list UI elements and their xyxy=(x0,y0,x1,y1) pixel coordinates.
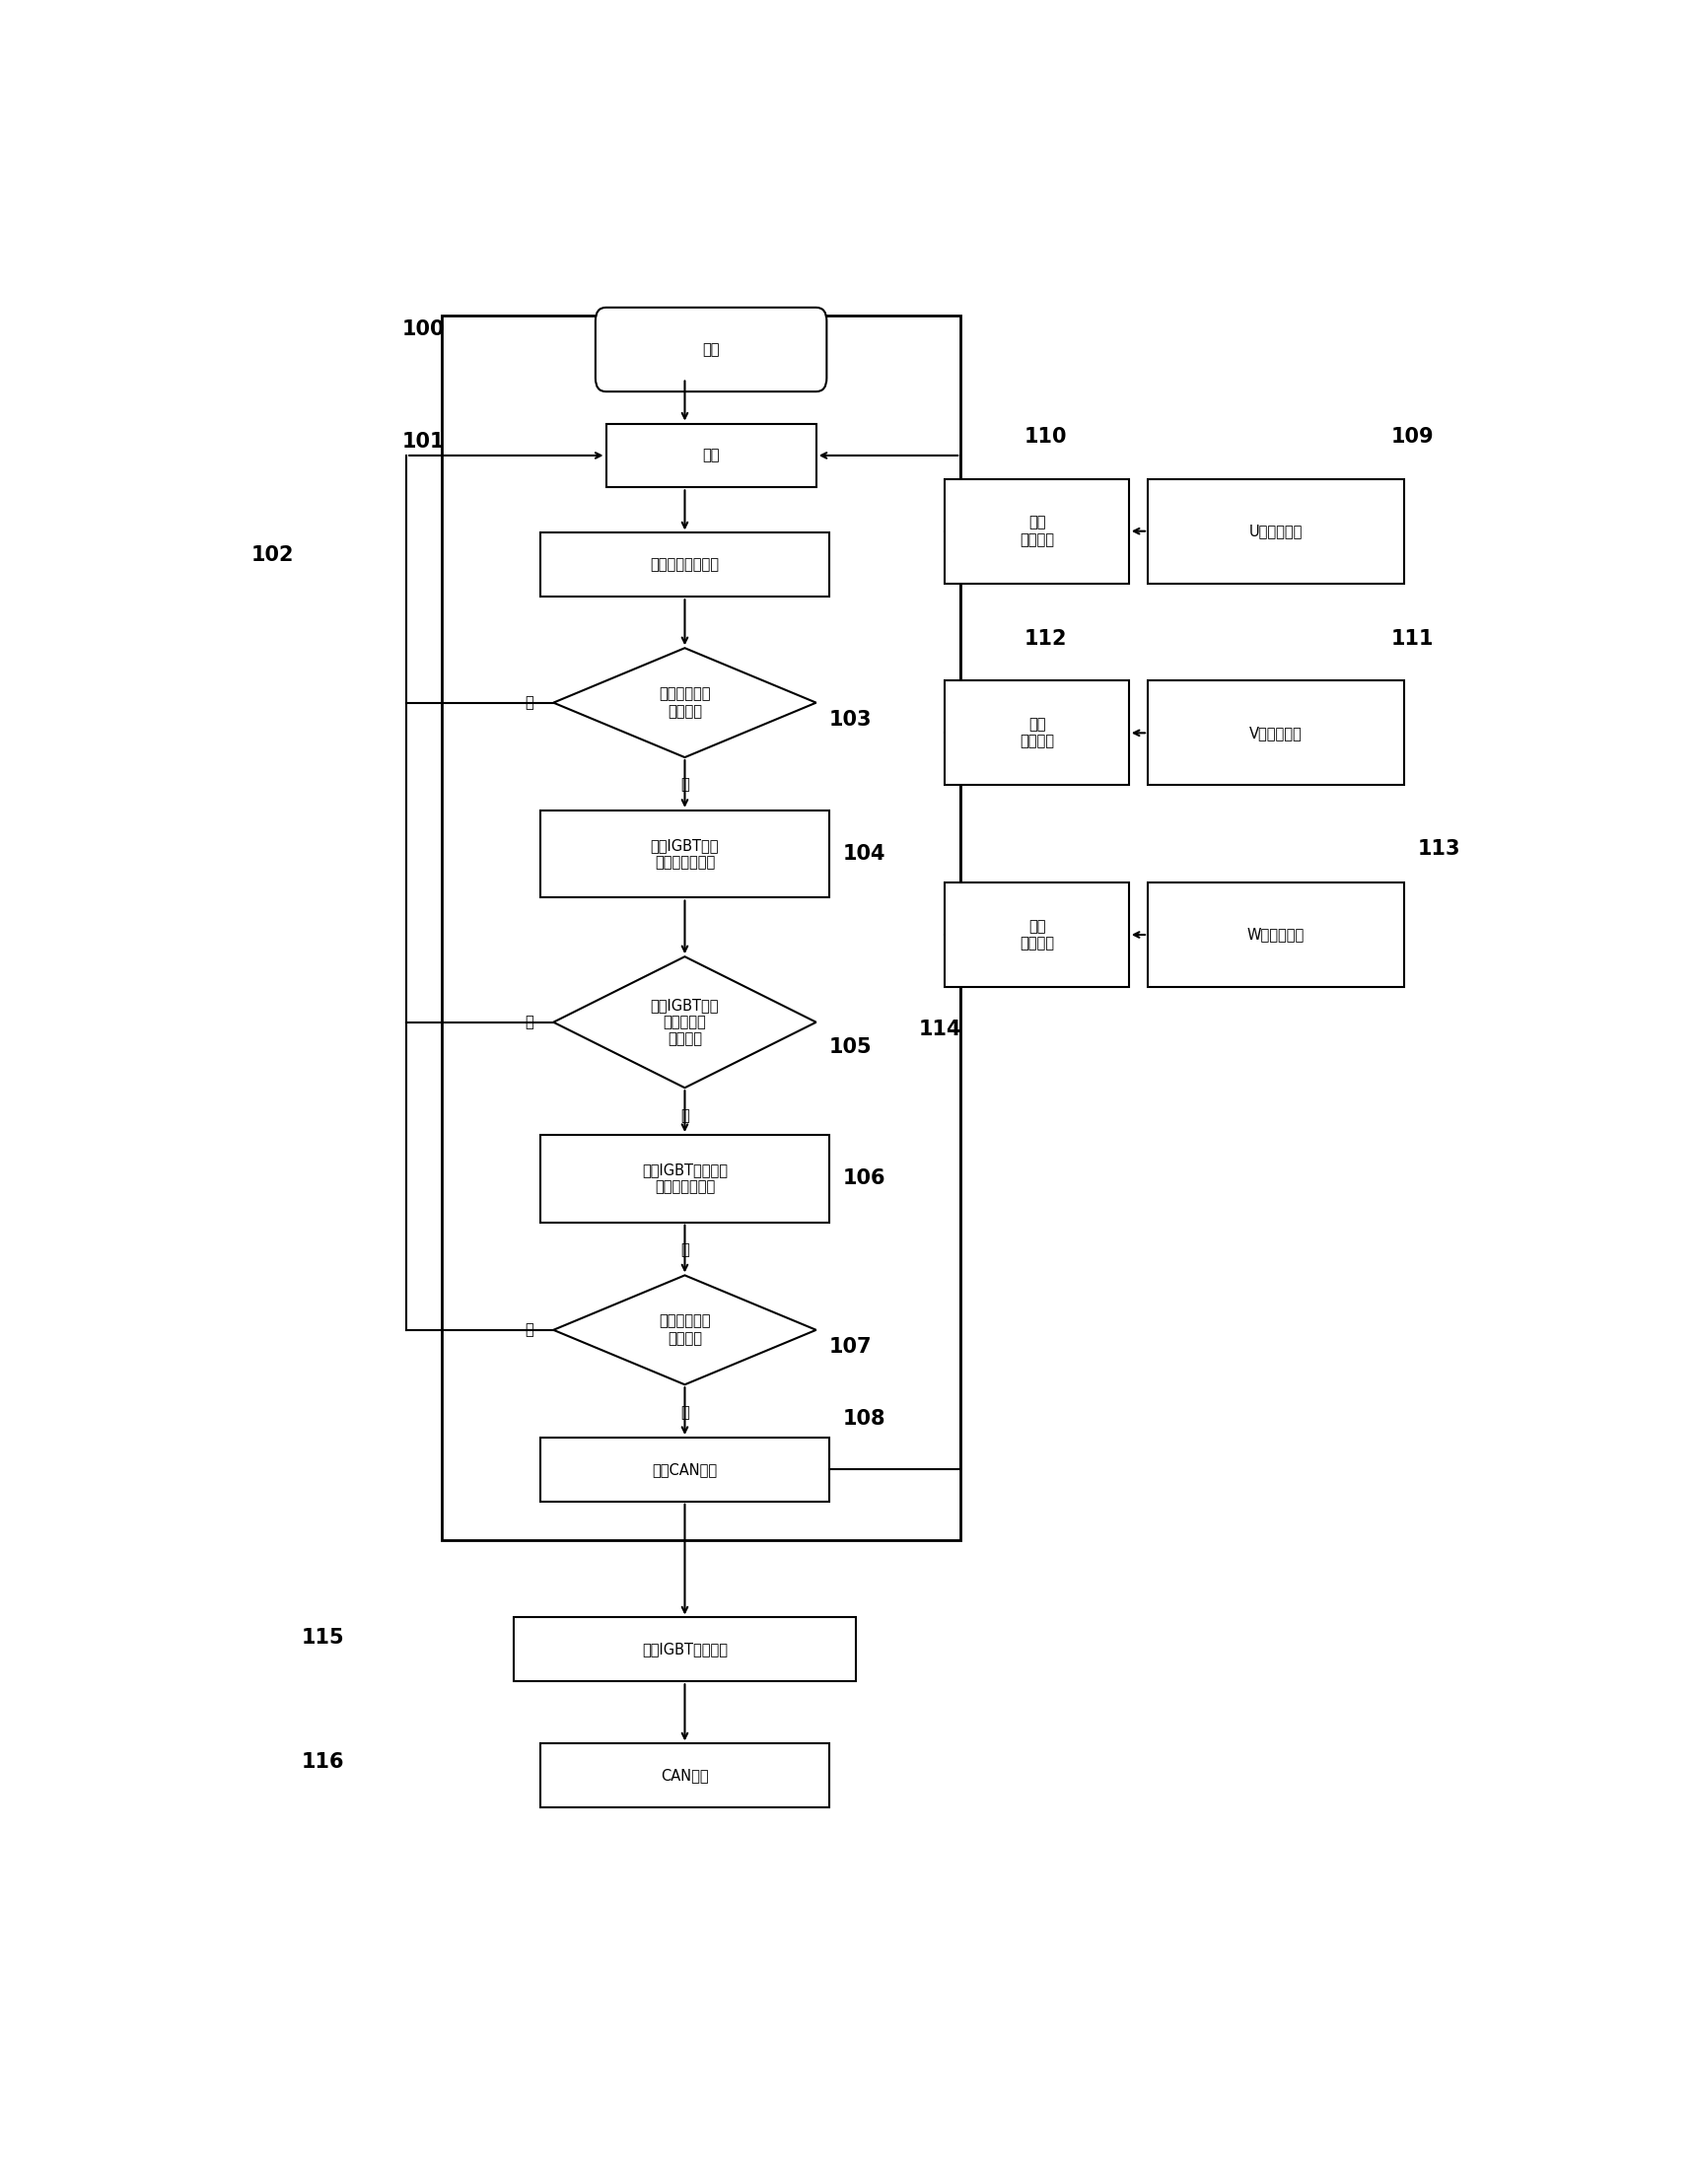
Text: 是: 是 xyxy=(680,1243,690,1258)
Text: 系统
中断保护: 系统 中断保护 xyxy=(1020,716,1054,749)
Text: 114: 114 xyxy=(919,1020,961,1040)
Text: V相模块短路: V相模块短路 xyxy=(1249,725,1302,740)
Bar xyxy=(541,1743,829,1808)
Bar xyxy=(944,681,1129,784)
Text: 系统
中断保护: 系统 中断保护 xyxy=(1020,515,1054,548)
Text: 102: 102 xyxy=(251,544,295,563)
Bar xyxy=(514,1618,856,1682)
Text: CAN通信: CAN通信 xyxy=(661,1769,709,1782)
Polygon shape xyxy=(553,1275,817,1385)
Text: 103: 103 xyxy=(829,710,873,729)
Text: 101: 101 xyxy=(402,432,446,452)
Bar xyxy=(1148,681,1403,784)
Bar xyxy=(541,1136,829,1223)
Text: 115: 115 xyxy=(302,1627,344,1647)
Text: 自检: 自检 xyxy=(702,448,720,463)
Text: 116: 116 xyxy=(302,1752,344,1771)
Polygon shape xyxy=(553,649,817,758)
Text: 采集IGBT驱动
电路的电压信号: 采集IGBT驱动 电路的电压信号 xyxy=(651,839,719,869)
Text: 判断模块温度
是否正常: 判断模块温度 是否正常 xyxy=(659,1315,710,1345)
Bar xyxy=(607,424,817,487)
Text: 111: 111 xyxy=(1392,629,1434,649)
Text: 关闭IGBT驱动电路: 关闭IGBT驱动电路 xyxy=(642,1642,727,1658)
Text: 是: 是 xyxy=(680,778,690,793)
Text: 采集IGBT功率模块
的模块温度信号: 采集IGBT功率模块 的模块温度信号 xyxy=(642,1162,727,1195)
Text: 108: 108 xyxy=(842,1409,885,1428)
Bar xyxy=(541,1437,829,1500)
Text: 是: 是 xyxy=(680,1107,690,1123)
Bar xyxy=(442,317,961,1540)
Text: 否: 否 xyxy=(525,695,534,710)
Bar xyxy=(1148,882,1403,987)
Text: 定时CAN通信: 定时CAN通信 xyxy=(653,1461,717,1476)
Text: 107: 107 xyxy=(829,1337,873,1356)
Bar xyxy=(944,882,1129,987)
Text: 否: 否 xyxy=(525,1016,534,1029)
Text: 是: 是 xyxy=(680,1404,690,1420)
Text: 100: 100 xyxy=(402,319,446,339)
Text: 113: 113 xyxy=(1417,839,1459,858)
Text: 110: 110 xyxy=(1024,428,1066,448)
Text: 开始: 开始 xyxy=(702,343,720,356)
Bar xyxy=(541,533,829,596)
Text: 采集母线电压信号: 采集母线电压信号 xyxy=(651,557,719,572)
Text: 109: 109 xyxy=(1392,428,1434,448)
Bar xyxy=(541,810,829,898)
Text: 106: 106 xyxy=(842,1168,885,1188)
Polygon shape xyxy=(553,957,817,1088)
Text: 105: 105 xyxy=(829,1037,873,1057)
Bar xyxy=(1148,478,1403,583)
Text: 112: 112 xyxy=(1024,629,1066,649)
Text: W相模块短路: W相模块短路 xyxy=(1248,928,1305,941)
Text: 否: 否 xyxy=(525,1324,534,1337)
FancyBboxPatch shape xyxy=(595,308,827,391)
Text: 判断母线电压
是否正常: 判断母线电压 是否正常 xyxy=(659,686,710,719)
Text: 判断IGBT驱动
电路的电压
是否正常: 判断IGBT驱动 电路的电压 是否正常 xyxy=(651,998,719,1046)
Text: 系统
中断保护: 系统 中断保护 xyxy=(1020,919,1054,950)
Text: 104: 104 xyxy=(842,845,885,865)
Text: U相模块短路: U相模块短路 xyxy=(1249,524,1303,539)
Bar xyxy=(944,478,1129,583)
